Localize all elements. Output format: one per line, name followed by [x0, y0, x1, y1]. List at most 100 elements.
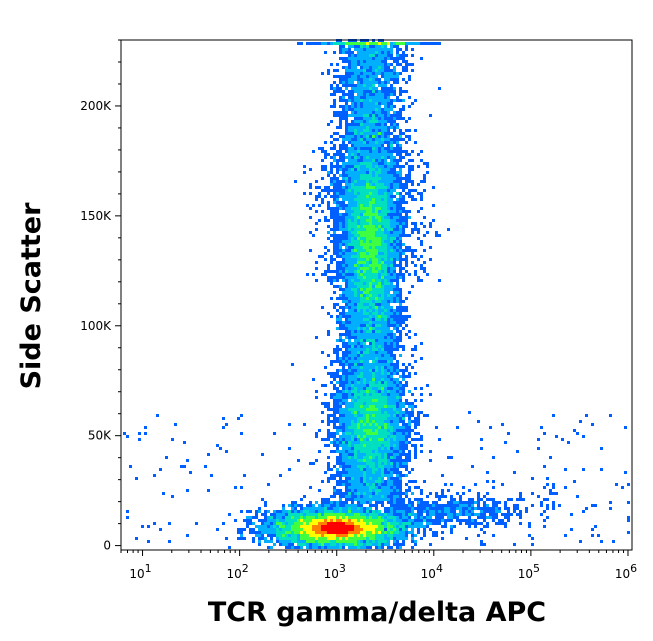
density-cell: [387, 255, 390, 258]
density-cell: [348, 420, 351, 423]
density-cell: [390, 228, 393, 231]
density-cell: [384, 99, 387, 102]
density-cell: [384, 348, 387, 351]
density-cell: [357, 483, 360, 486]
density-cell: [372, 183, 375, 186]
density-cell: [348, 171, 351, 174]
density-cell: [393, 279, 396, 282]
density-cell: [375, 222, 378, 225]
density-cell: [366, 345, 369, 348]
density-cell: [405, 180, 408, 183]
density-cell: [357, 222, 360, 225]
density-cell: [363, 147, 366, 150]
density-cell: [396, 126, 399, 129]
density-cell: [360, 534, 363, 537]
density-cell: [414, 420, 417, 423]
density-cell: [387, 72, 390, 75]
density-cell: [333, 147, 336, 150]
density-cell: [405, 186, 408, 189]
density-cell: [354, 174, 357, 177]
density-cell: [393, 537, 396, 540]
density-cell: [414, 360, 417, 363]
density-cell: [363, 243, 366, 246]
density-cell: [402, 372, 405, 375]
density-cell: [249, 528, 252, 531]
density-cell: [387, 390, 390, 393]
density-cell: [402, 198, 405, 201]
density-cell: [348, 426, 351, 429]
density-cell: [393, 66, 396, 69]
density-cell: [393, 321, 396, 324]
density-cell: [324, 522, 327, 525]
density-cell: [369, 138, 372, 141]
density-cell: [318, 546, 321, 549]
density-cell: [357, 87, 360, 90]
density-cell: [372, 333, 375, 336]
density-cell: [351, 471, 354, 474]
density-cell: [390, 171, 393, 174]
density-cell: [381, 126, 384, 129]
density-cell: [372, 282, 375, 285]
density-cell: [354, 540, 357, 543]
density-cell: [378, 279, 381, 282]
density-cell: [387, 378, 390, 381]
density-cell: [345, 324, 348, 327]
density-cell: [420, 504, 423, 507]
density-cell: [369, 129, 372, 132]
density-cell: [465, 510, 468, 513]
density-cell: [351, 60, 354, 63]
density-cell: [342, 534, 345, 537]
density-cell: [384, 198, 387, 201]
density-cell: [387, 81, 390, 84]
density-cell: [369, 204, 372, 207]
density-cell: [342, 78, 345, 81]
density-cell: [375, 258, 378, 261]
density-cell: [390, 456, 393, 459]
density-cell: [453, 498, 456, 501]
density-cell: [354, 435, 357, 438]
density-cell: [333, 246, 336, 249]
density-cell: [312, 516, 315, 519]
density-cell: [528, 522, 531, 525]
density-cell: [402, 231, 405, 234]
density-cell: [429, 513, 432, 516]
density-cell: [390, 498, 393, 501]
density-cell: [384, 372, 387, 375]
density-cell: [354, 177, 357, 180]
density-cell: [504, 441, 507, 444]
density-cell: [303, 423, 306, 426]
density-cell: [333, 486, 336, 489]
density-cell: [375, 528, 378, 531]
density-cell: [309, 501, 312, 504]
density-cell: [471, 498, 474, 501]
density-cell: [399, 42, 402, 45]
density-cell: [375, 456, 378, 459]
density-cell: [309, 516, 312, 519]
density-cell: [390, 132, 393, 135]
density-cell: [411, 492, 414, 495]
density-cell: [366, 99, 369, 102]
density-cell: [345, 399, 348, 402]
density-cell: [378, 201, 381, 204]
density-cell: [357, 243, 360, 246]
density-cell: [345, 474, 348, 477]
density-cell: [390, 294, 393, 297]
density-cell: [357, 102, 360, 105]
density-cell: [336, 219, 339, 222]
density-cell: [402, 525, 405, 528]
density-cell: [426, 513, 429, 516]
density-cell: [255, 525, 258, 528]
density-cell: [378, 90, 381, 93]
density-cell: [483, 495, 486, 498]
density-cell: [378, 105, 381, 108]
density-cell: [399, 375, 402, 378]
density-cell: [345, 183, 348, 186]
density-cell: [393, 447, 396, 450]
density-cell: [342, 165, 345, 168]
density-cell: [372, 354, 375, 357]
density-cell: [354, 192, 357, 195]
density-cell: [372, 387, 375, 390]
density-cell: [411, 438, 414, 441]
density-cell: [396, 300, 399, 303]
density-cell: [360, 147, 363, 150]
